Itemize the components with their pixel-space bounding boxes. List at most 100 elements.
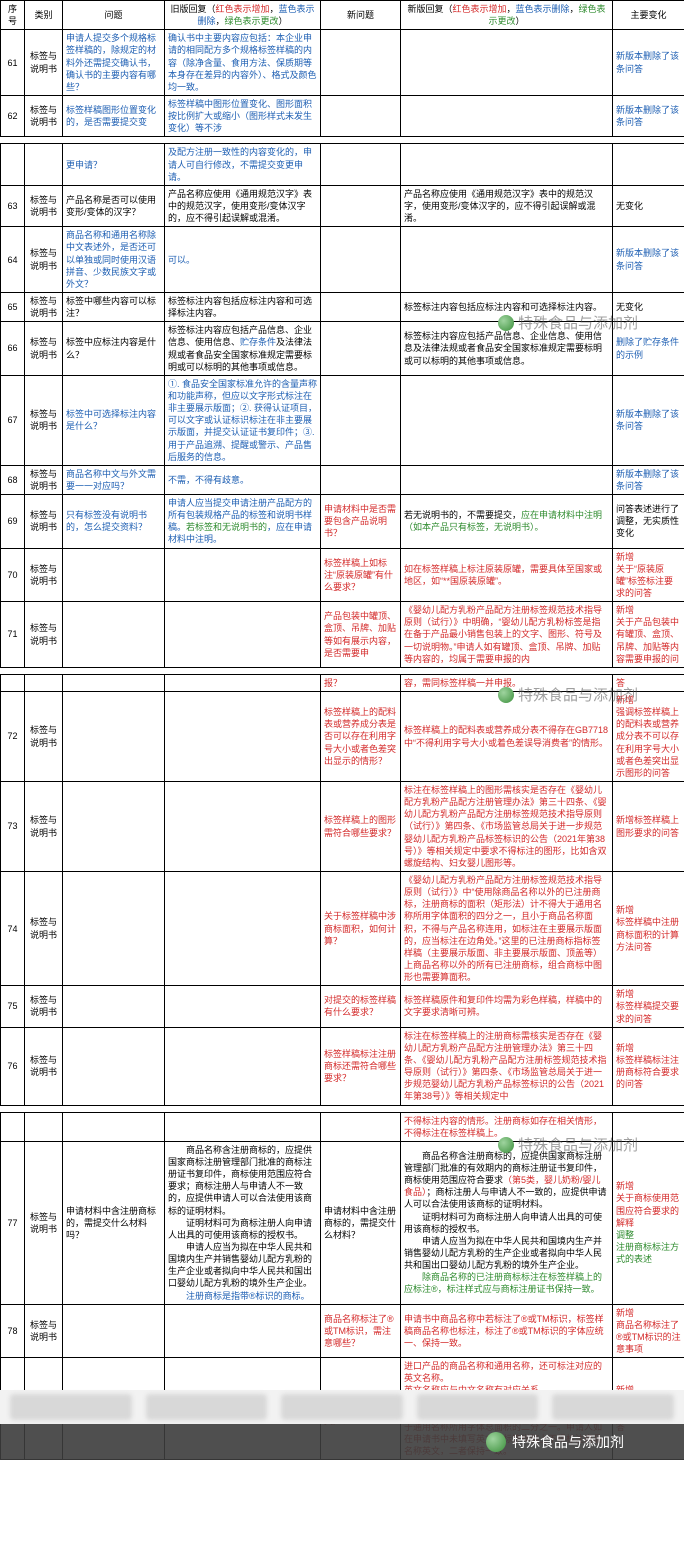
cell-question: 产品名称是否可以使用变形/变体的汉字？ (63, 185, 165, 226)
cell-change: 新增商品名称标注了®或TM标识的注意事项 (613, 1304, 684, 1358)
cell-seq: 76 (1, 1027, 25, 1105)
cell-change: 新版本删除了该条问答 (613, 465, 684, 494)
cell-question: 标签样稿图形位置变化的，是否需要提交变 (63, 95, 165, 136)
table-row: 68标签与说明书商品名称中文与外文需要一一对应吗？不需，不得有歧意。新版本删除了… (1, 465, 684, 494)
cell-new-question (321, 375, 401, 465)
hdr-q: 问题 (63, 1, 165, 30)
cell-change: 新增关于商标使用范围应符合要求的解释调整注册商标标注方式的表述 (613, 1141, 684, 1304)
table-row: 65标签与说明书标签中哪些内容可以标注？标签标注内容包括应标注内容和可选择标注内… (1, 292, 684, 321)
cell-new-question: 产品包装中罐顶、盒顶、吊牌、加贴等如有展示内容，是否需要申 (321, 602, 401, 668)
cell-new-question: 标签样稿标注注册商标还需符合哪些要求？ (321, 1027, 401, 1105)
cell-old-reply (165, 782, 321, 872)
cell-seq (1, 1112, 25, 1141)
blurred-thumbnails (0, 1390, 684, 1424)
cell-question: 商品名称中文与外文需要一一对应吗？ (63, 465, 165, 494)
cell-question (63, 692, 165, 782)
cell-seq: 63 (1, 185, 25, 226)
cell-change: 新增标签样稿上图形要求的问答 (613, 782, 684, 872)
cell-seq (1, 144, 25, 185)
cell-new-question (321, 1112, 401, 1141)
cell-question: 标签中可选择标注内容是什么？ (63, 375, 165, 465)
cell-change: 新增关于产品包装中有罐顶、盒顶、吊牌、加贴等内容需要申报的问 (613, 602, 684, 668)
cell-new-question (321, 322, 401, 376)
cell-new-reply: 申请书中商品名称中若标注了®或TM标识，标签样稿商品名称也标注，标注了®或TM标… (401, 1304, 613, 1358)
cell-old-reply (165, 986, 321, 1027)
cell-change: 无变化 (613, 292, 684, 321)
cell-old-reply: 标签标注内容应包括产品信息、企业信息、使用信息、贮存条件及法律法规或者食品安全国… (165, 322, 321, 376)
cell-question (63, 1112, 165, 1141)
header-row: 序号 类别 问题 旧版回复（红色表示增加，蓝色表示删除，绿色表示更改） 新问题 … (1, 1, 684, 30)
cell-cat: 标签与说明书 (25, 185, 63, 226)
cell-change: 无变化 (613, 185, 684, 226)
cell-seq: 68 (1, 465, 25, 494)
cell-cat: 标签与说明书 (25, 322, 63, 376)
cell-question: 标签中哪些内容可以标注？ (63, 292, 165, 321)
cell-change: 新增标签样稿标注注册商标符合要求的问答 (613, 1027, 684, 1105)
cell-old-reply (165, 692, 321, 782)
cell-old-reply (165, 1112, 321, 1141)
cell-new-reply: 标注在标签样稿上的注册商标需核实是否存在《婴幼儿配方乳粉产品配方注册管理办法》第… (401, 1027, 613, 1105)
cell-cat: 标签与说明书 (25, 1027, 63, 1105)
cell-question (63, 1027, 165, 1105)
cell-new-question (321, 30, 401, 96)
cell-new-reply: 《婴幼儿配方乳粉产品配方注册标签规范技术指导原则（试行）》中明确，“婴幼儿配方乳… (401, 602, 613, 668)
cell-question: 只有标签没有说明书的，怎么提交资料？ (63, 495, 165, 549)
cell-change: 新增强调标签样稿上的配料表或营养成分表不可以存在利用字号大小或者色差突出显示图形… (613, 692, 684, 782)
cell-question: 标签中应标注内容是什么？ (63, 322, 165, 376)
cell-old-reply: 产品名称应使用《通用规范汉字》表中的规范汉字，使用变形/变体汉字的，应不得引起误… (165, 185, 321, 226)
cell-old-reply (165, 674, 321, 691)
cell-question: 商品名称和通用名称除中文表述外，是否还可以单独或同时使用汉语拼音、少数民族文字或… (63, 227, 165, 293)
cell-new-reply: 标注在标签样稿上的图形需核实是否存在《婴幼儿配方乳粉产品配方注册管理办法》第三十… (401, 782, 613, 872)
cell-question (63, 782, 165, 872)
cell-seq (1, 674, 25, 691)
cell-cat: 标签与说明书 (25, 986, 63, 1027)
table-chunk-3: 报？容，需同标签样稿一并申报。答72标签与说明书标签样稿上的配料表或营养成分表是… (0, 674, 684, 1106)
cell-new-question: 标签样稿上如标注“原装原罐”有什么要求？ (321, 548, 401, 602)
table-row: 74标签与说明书关于标签样稿中涉商标面积，如何计算？《婴幼儿配方乳粉产品配方注册… (1, 872, 684, 986)
cell-new-reply (401, 227, 613, 293)
cell-cat: 标签与说明书 (25, 1304, 63, 1358)
cell-new-reply: 若无说明书的，不需要提交，应在申请材料中注明（如本产品只有标签，无说明书）。 (401, 495, 613, 549)
cell-old-reply: 申请人应当提交申请注册产品配方的所有包装规格产品的标签和说明书样稿。若标签和无说… (165, 495, 321, 549)
cell-change: 新增标签样稿中注册商标面积的计算方法问答 (613, 872, 684, 986)
cell-cat: 标签与说明书 (25, 95, 63, 136)
cell-new-question: 申请材料中是否需要包含产品说明书？ (321, 495, 401, 549)
cell-cat (25, 674, 63, 691)
cell-question (63, 548, 165, 602)
cell-seq: 69 (1, 495, 25, 549)
cell-new-question (321, 465, 401, 494)
cell-old-reply (165, 1304, 321, 1358)
cell-change: 新版本删除了该条问答 (613, 227, 684, 293)
cell-question (63, 986, 165, 1027)
cell-question (63, 872, 165, 986)
cell-change: 新版本删除了该条问答 (613, 375, 684, 465)
cell-new-question (321, 144, 401, 185)
cell-new-reply: 标签样稿上的配料表或营养成分表不得存在GB7718中“不得利用字号大小或着色差误… (401, 692, 613, 782)
table-row: 71标签与说明书产品包装中罐顶、盒顶、吊牌、加贴等如有展示内容，是否需要申《婴幼… (1, 602, 684, 668)
cell-new-reply: 商品名称含注册商标的，应提供国家商标注册管理部门批准的有效期内的商标注册证书复印… (401, 1141, 613, 1304)
cell-seq: 77 (1, 1141, 25, 1304)
cell-old-reply: 及配方注册一致性的内容变化的，申请人可自行修改，不需提交变更申请。 (165, 144, 321, 185)
table-row: 75标签与说明书对提交的标签样稿有什么要求？标签样稿原件和复印件均需为彩色样稿，… (1, 986, 684, 1027)
cell-cat: 标签与说明书 (25, 292, 63, 321)
cell-new-question: 标签样稿上的配料表或营养成分表是否可以存在利用字号大小或者色差突出显示的情形？ (321, 692, 401, 782)
cell-question: 更申请？ (63, 144, 165, 185)
cell-question (63, 674, 165, 691)
cell-old-reply: 商品名称含注册商标的，应提供国家商标注册管理部门批准的商标注册证书复印件，商标使… (165, 1141, 321, 1304)
cell-new-reply (401, 95, 613, 136)
cell-cat (25, 144, 63, 185)
cell-new-reply (401, 465, 613, 494)
cell-cat: 标签与说明书 (25, 782, 63, 872)
cell-seq: 66 (1, 322, 25, 376)
cell-old-reply (165, 1027, 321, 1105)
cell-old-reply (165, 602, 321, 668)
table-row-continuation: 不得标注内容的情形。注册商标如存在相关情形，不得标注在标签样稿上。 (1, 1112, 684, 1141)
cell-old-reply: 标签样稿中图形位置变化、图形面积按比例扩大或缩小（图形样式未发生变化）等不涉 (165, 95, 321, 136)
hdr-newq: 新问题 (321, 1, 401, 30)
cell-cat: 标签与说明书 (25, 30, 63, 96)
cell-old-reply (165, 872, 321, 986)
cell-new-reply: 标签标注内容应包括产品信息、企业信息、使用信息及法律法规或者食品安全国家标准规定… (401, 322, 613, 376)
hdr-chg: 主要变化 (613, 1, 684, 30)
cell-change: 问答表述进行了调整，无实质性变化 (613, 495, 684, 549)
cell-seq: 78 (1, 1304, 25, 1358)
